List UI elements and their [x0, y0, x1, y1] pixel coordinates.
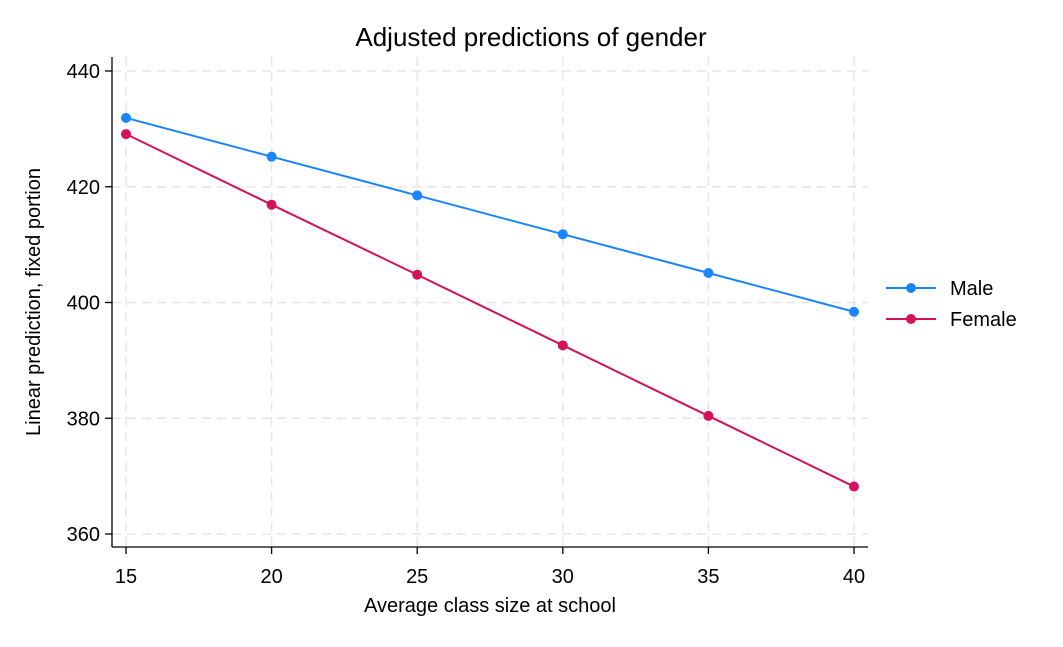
legend-item-male: Male — [886, 278, 993, 300]
data-point-male — [121, 112, 131, 123]
series-male — [121, 112, 859, 317]
x-axis-title: Average class size at school — [364, 595, 616, 617]
legend-item-female: Female — [886, 309, 1017, 331]
y-tick-label: 360 — [67, 524, 100, 546]
data-point-female — [121, 129, 131, 140]
grid-lines — [112, 57, 868, 547]
data-point-female — [849, 481, 859, 492]
y-tick-label: 420 — [67, 177, 100, 199]
y-axis-title: Linear prediction, fixed portion — [23, 168, 45, 436]
legend: Male Female — [886, 278, 1017, 331]
x-tick-label: 40 — [843, 566, 865, 588]
data-point-female — [412, 269, 423, 280]
y-axis-ticks: 360 380 400 420 440 — [67, 61, 112, 546]
data-point-male — [703, 267, 714, 278]
x-tick-label: 35 — [697, 566, 719, 588]
data-point-male — [849, 306, 859, 317]
y-tick-label: 380 — [67, 408, 100, 430]
series-female — [121, 129, 859, 492]
data-point-female — [266, 199, 277, 210]
y-tick-label: 440 — [67, 61, 100, 83]
x-axis-ticks: 15 20 25 30 35 40 — [115, 547, 865, 588]
x-tick-label: 30 — [552, 566, 574, 588]
legend-marker — [906, 283, 916, 293]
x-tick-label: 25 — [406, 566, 428, 588]
legend-marker — [906, 314, 916, 324]
x-tick-label: 20 — [260, 566, 282, 588]
y-tick-label: 400 — [67, 293, 100, 315]
x-tick-label: 15 — [115, 566, 137, 588]
series-line-male — [125, 116, 855, 313]
series-line-female — [125, 133, 855, 488]
data-point-female — [703, 410, 714, 421]
chart-title: Adjusted predictions of gender — [355, 22, 707, 52]
data-point-male — [266, 151, 277, 162]
legend-label: Male — [950, 278, 993, 300]
data-point-male — [557, 229, 568, 240]
data-point-female — [557, 340, 568, 351]
legend-label: Female — [950, 309, 1017, 331]
series-layer — [121, 112, 859, 492]
data-point-male — [412, 190, 423, 201]
